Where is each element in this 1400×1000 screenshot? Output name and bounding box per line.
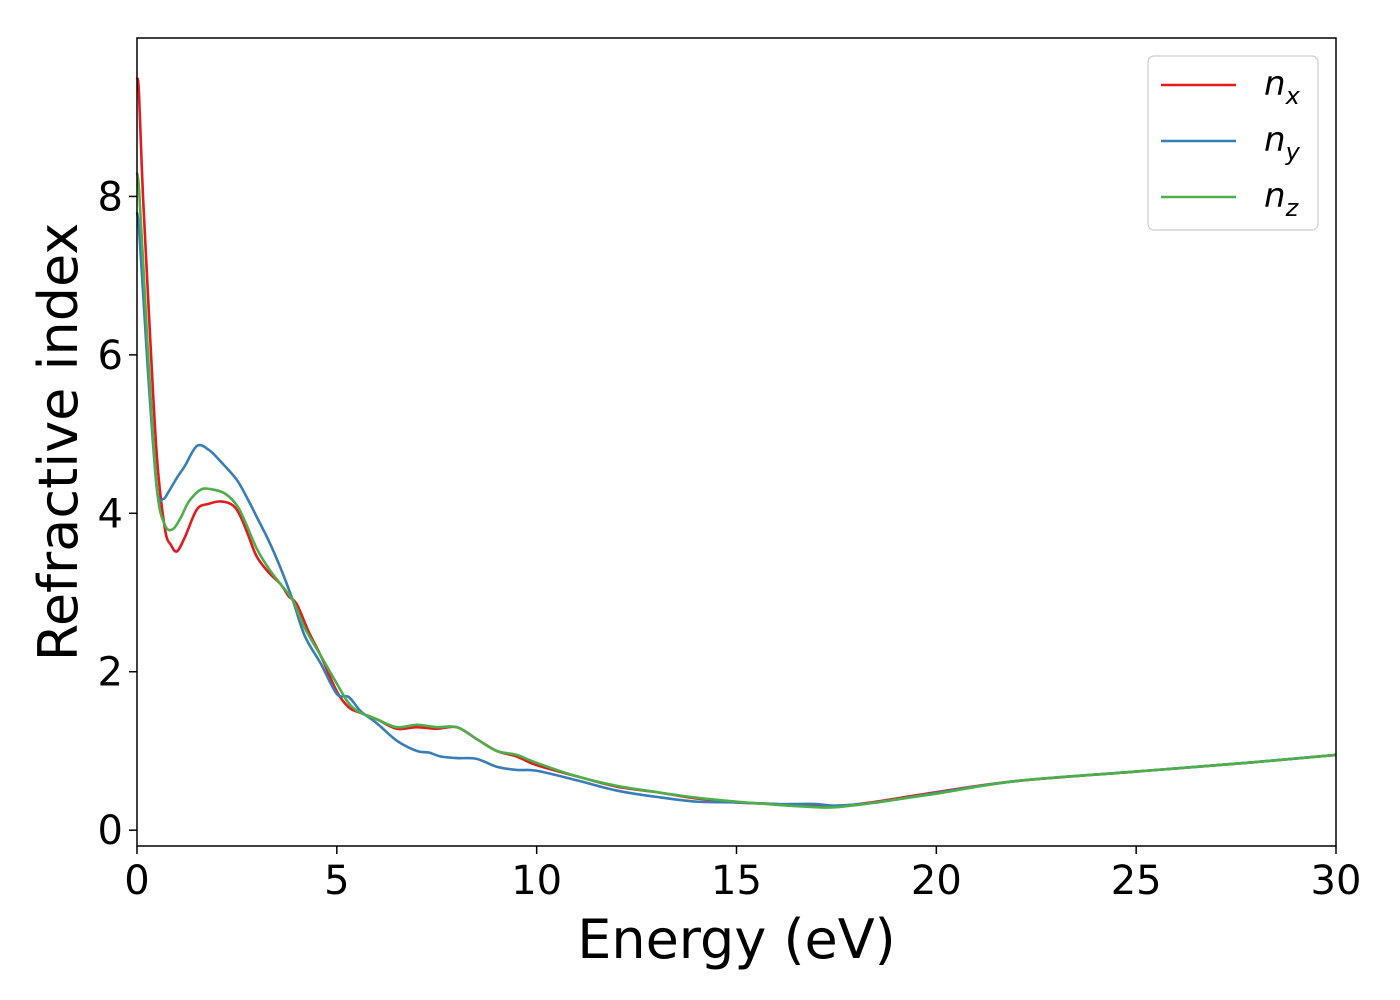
legend-subscript: z [1285,194,1300,222]
x-tick-label: 25 [1111,858,1162,904]
x-tick-label: 10 [511,858,562,904]
x-tick-label: 30 [1311,858,1362,904]
legend-subscript: y [1285,138,1301,166]
series-line-ny [135,212,1337,807]
y-tick-label: 8 [98,174,123,220]
x-axis-label: Energy (eV) [577,908,896,971]
y-axis-label: Refractive index [27,223,90,662]
x-tick-label: 15 [711,858,762,904]
series-line-nz [135,172,1337,809]
series-lines [135,77,1337,809]
y-tick-label: 4 [98,491,123,537]
y-tick-label: 2 [98,650,123,696]
legend-entry: nx [1264,64,1301,110]
y-tick-label: 0 [98,808,123,854]
legend-symbol: n [1264,64,1286,104]
x-axis-ticks: 0 5 10 15 20 25 30 [124,846,1361,904]
x-tick-label: 0 [124,858,149,904]
legend-symbol: n [1264,176,1286,216]
legend-entry: ny [1264,120,1301,166]
y-axis-ticks: 0 2 4 6 8 [98,174,137,854]
y-tick-label: 6 [98,333,123,379]
legend-box [1147,55,1319,231]
legend-symbol: n [1264,120,1286,160]
x-tick-label: 20 [911,858,962,904]
legend-entry: nz [1264,176,1300,222]
x-tick-label: 5 [324,858,349,904]
legend-subscript: x [1285,82,1301,110]
